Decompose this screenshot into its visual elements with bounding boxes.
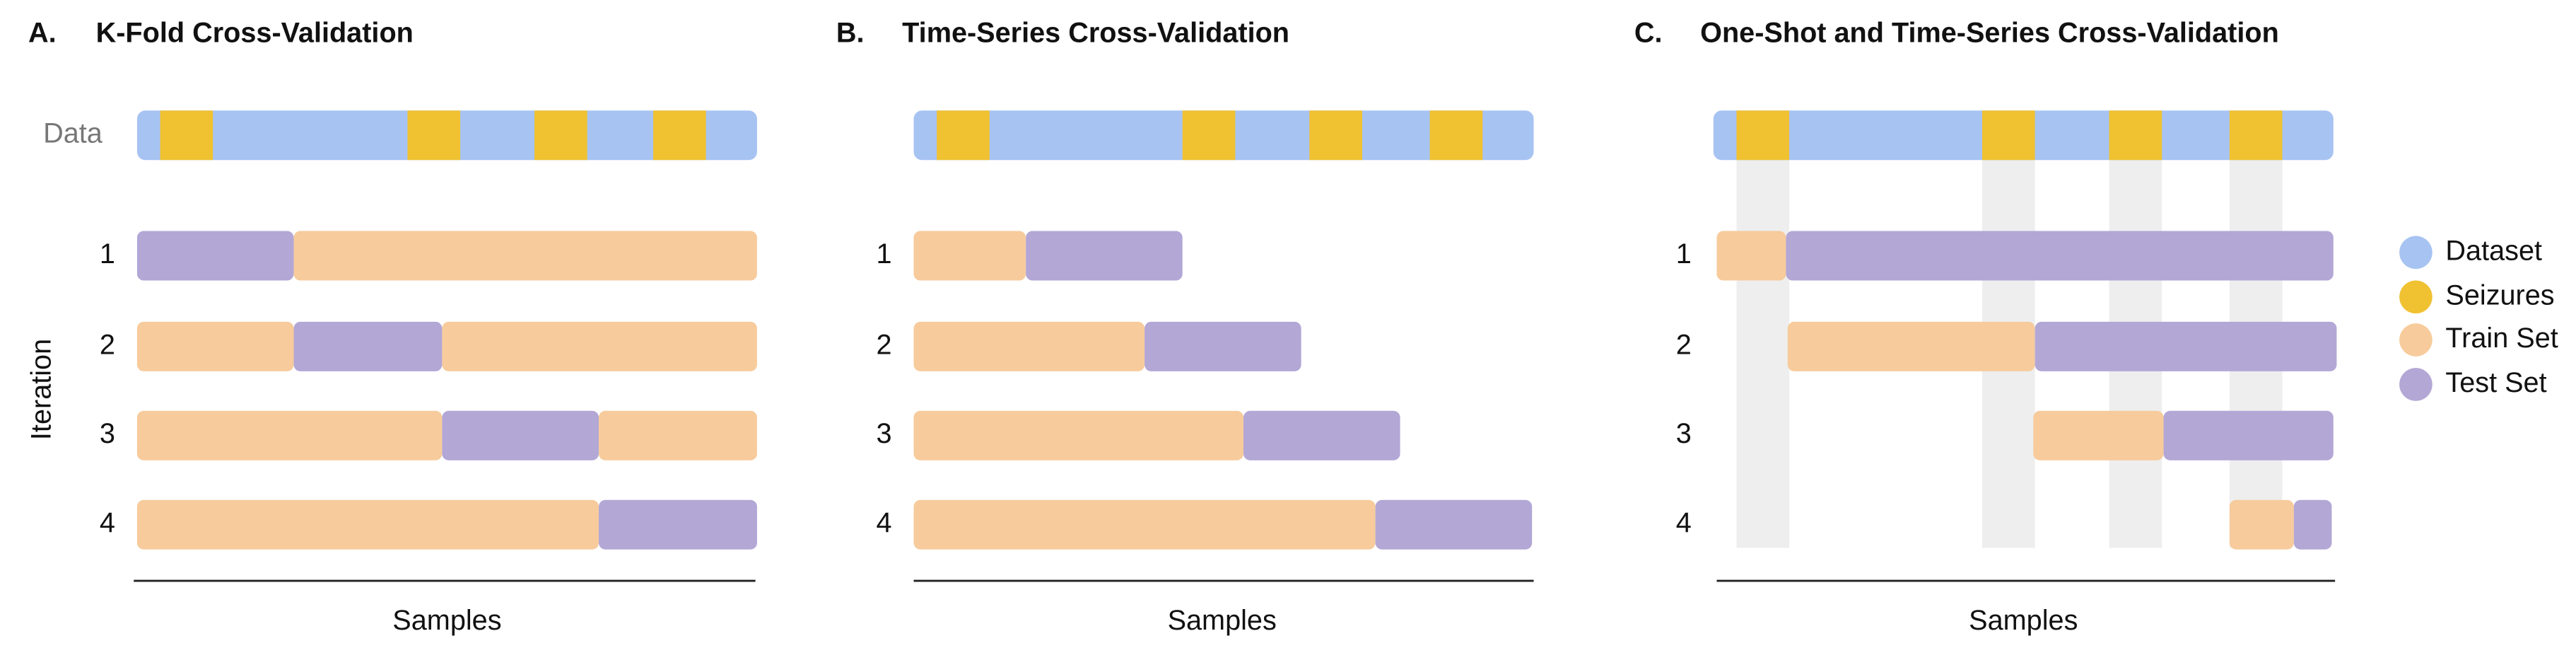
train-segment	[136, 499, 599, 550]
panel-title: One-Shot and Time-Series Cross-Validatio…	[1700, 17, 2279, 48]
iteration-number: 2	[100, 329, 115, 360]
train-segment	[913, 321, 1145, 371]
iteration-number: 1	[100, 238, 115, 270]
seizure-block	[1309, 110, 1362, 161]
seizure-block	[2229, 110, 2283, 161]
train-segment	[2033, 410, 2164, 461]
x-axis-label: Samples	[392, 605, 501, 636]
seizure-block	[2109, 110, 2162, 161]
test-segment	[136, 231, 294, 281]
y-axis-label: Iteration	[25, 339, 57, 440]
train-segment	[913, 410, 1244, 461]
seizure-block	[652, 110, 706, 161]
train-segment	[136, 321, 294, 371]
test-segment	[2293, 499, 2332, 550]
test-segment	[599, 499, 757, 550]
panel-label: A.	[28, 17, 57, 48]
test-segment	[1786, 231, 2334, 281]
train-segment	[136, 410, 443, 461]
iteration-number: 3	[1676, 418, 1692, 449]
iteration-number: 2	[877, 329, 892, 360]
legend-label: Dataset	[2445, 235, 2542, 266]
seizure-block	[1182, 110, 1236, 161]
panel-title: Time-Series Cross-Validation	[902, 17, 1289, 48]
test-segment	[1144, 321, 1301, 371]
train-segment	[599, 410, 757, 461]
x-axis-label: Samples	[1168, 605, 1277, 636]
train-segment	[1716, 231, 1786, 281]
seizure-column	[1736, 135, 1790, 548]
iteration-number: 1	[877, 238, 892, 270]
legend-label: Train Set	[2445, 323, 2558, 354]
iteration-number: 4	[877, 507, 892, 538]
panel-label: C.	[1634, 17, 1663, 48]
test-segment	[1243, 410, 1400, 461]
train-segment	[293, 231, 757, 281]
iteration-number: 1	[1676, 238, 1692, 270]
data-row-label: Data	[43, 118, 103, 149]
seizure-block	[160, 110, 213, 161]
legend-label: Test Set	[2445, 367, 2546, 398]
iteration-number: 4	[1676, 507, 1692, 538]
train-segment	[442, 321, 757, 371]
legend-swatch	[2399, 323, 2432, 357]
test-segment	[1375, 499, 1533, 550]
panel-title: K-Fold Cross-Validation	[96, 17, 414, 48]
legend-swatch	[2399, 280, 2432, 314]
seizure-block	[937, 110, 990, 161]
iteration-number: 4	[100, 507, 115, 538]
x-axis-label: Samples	[1969, 605, 2078, 636]
seizure-block	[407, 110, 461, 161]
test-segment	[293, 321, 443, 371]
test-segment	[1026, 231, 1183, 281]
seizure-block	[534, 110, 587, 161]
seizure-block	[1429, 110, 1483, 161]
seizure-block	[1981, 110, 2035, 161]
seizure-block	[1736, 110, 1790, 161]
panel-label: B.	[836, 17, 865, 48]
legend-label: Seizures	[2445, 279, 2554, 311]
train-segment	[2229, 499, 2294, 550]
train-segment	[1787, 321, 2035, 371]
iteration-number: 3	[877, 418, 892, 449]
iteration-number: 3	[100, 418, 115, 449]
test-segment	[442, 410, 599, 461]
test-segment	[2163, 410, 2334, 461]
legend-swatch	[2399, 368, 2432, 401]
legend-swatch	[2399, 236, 2432, 270]
iteration-number: 2	[1676, 329, 1692, 360]
train-segment	[913, 231, 1026, 281]
test-segment	[2035, 321, 2337, 371]
train-segment	[913, 499, 1376, 550]
